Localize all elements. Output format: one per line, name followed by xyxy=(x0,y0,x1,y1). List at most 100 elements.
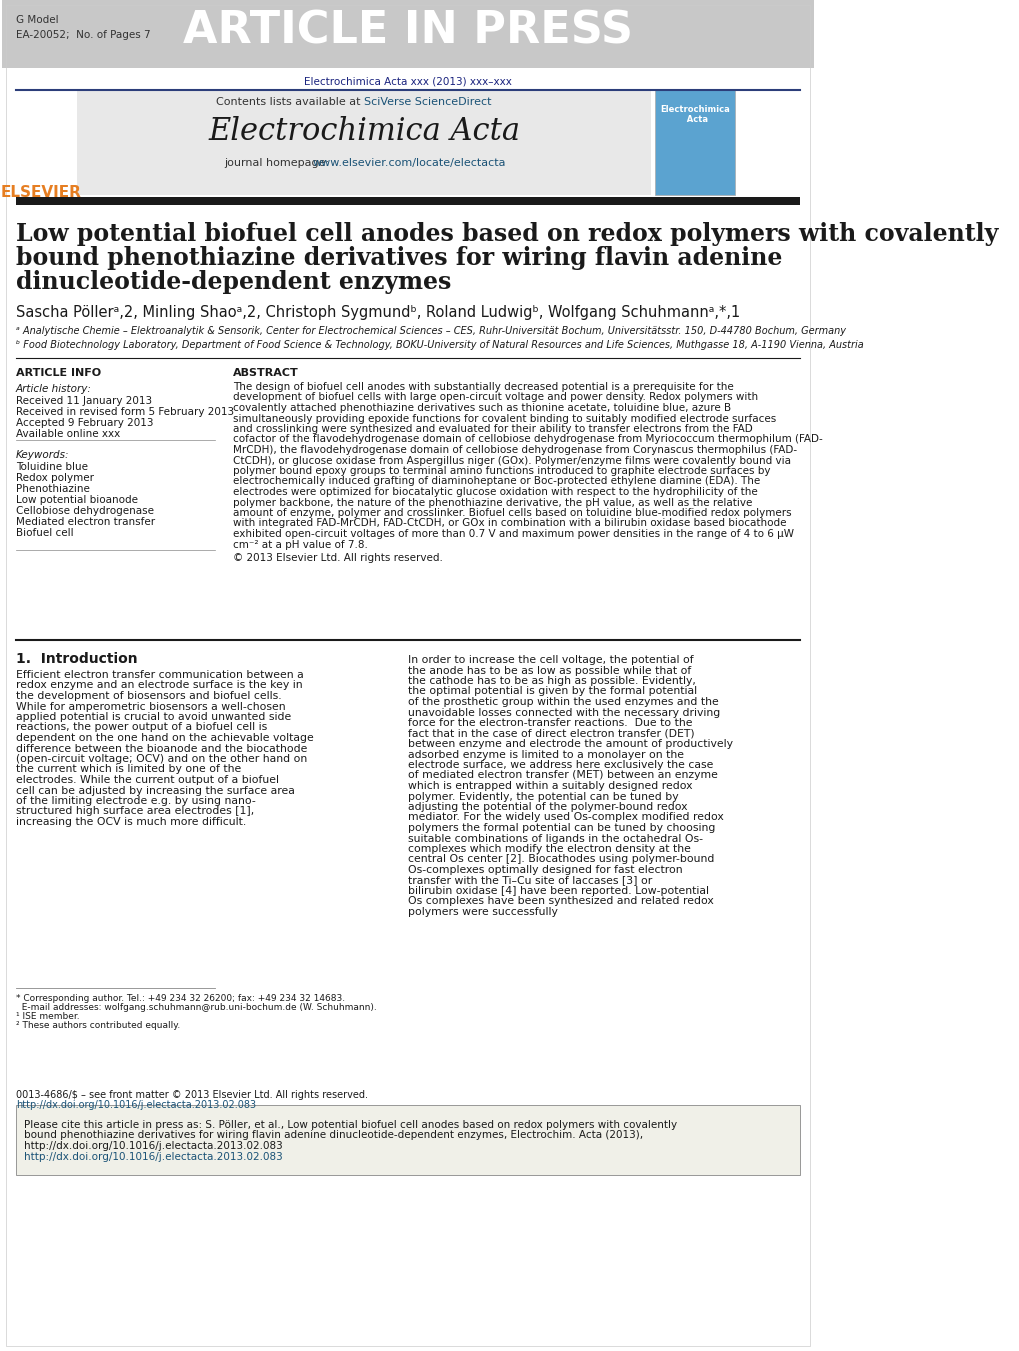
Text: the current which is limited by one of the: the current which is limited by one of t… xyxy=(16,765,242,774)
Text: of the prosthetic group within the used enzymes and the: of the prosthetic group within the used … xyxy=(408,697,718,707)
Text: electrochemically induced grafting of diaminoheptane or Boc-protected ethylene d: electrochemically induced grafting of di… xyxy=(232,477,759,486)
Text: cell can be adjusted by increasing the surface area: cell can be adjusted by increasing the s… xyxy=(16,785,294,796)
Text: MrCDH), the flavodehydrogenase domain of cellobiose dehydrogenase from Corynascu: MrCDH), the flavodehydrogenase domain of… xyxy=(232,444,796,455)
Text: Efficient electron transfer communication between a: Efficient electron transfer communicatio… xyxy=(16,670,304,680)
Text: SciVerse ScienceDirect: SciVerse ScienceDirect xyxy=(364,97,491,107)
Text: the development of biosensors and biofuel cells.: the development of biosensors and biofue… xyxy=(16,690,281,701)
Text: dinucleotide-dependent enzymes: dinucleotide-dependent enzymes xyxy=(16,270,451,295)
Text: force for the electron-transfer reactions.  Due to the: force for the electron-transfer reaction… xyxy=(408,717,692,728)
Text: Os complexes have been synthesized and related redox: Os complexes have been synthesized and r… xyxy=(408,897,713,907)
Text: http://dx.doi.org/10.1016/j.electacta.2013.02.083: http://dx.doi.org/10.1016/j.electacta.20… xyxy=(24,1142,282,1151)
Text: polymer backbone, the nature of the phenothiazine derivative, the pH value, as w: polymer backbone, the nature of the phen… xyxy=(232,497,751,508)
Text: polymer bound epoxy groups to terminal amino functions introduced to graphite el: polymer bound epoxy groups to terminal a… xyxy=(232,466,769,476)
Text: * Corresponding author. Tel.: +49 234 32 26200; fax: +49 234 32 14683.: * Corresponding author. Tel.: +49 234 32… xyxy=(16,994,344,1002)
Text: Article history:: Article history: xyxy=(16,384,92,394)
Text: central Os center [2]. Biocathodes using polymer-bound: central Os center [2]. Biocathodes using… xyxy=(408,854,713,865)
Text: 0013-4686/$ – see front matter © 2013 Elsevier Ltd. All rights reserved.: 0013-4686/$ – see front matter © 2013 El… xyxy=(16,1090,368,1100)
Text: adsorbed enzyme is limited to a monolayer on the: adsorbed enzyme is limited to a monolaye… xyxy=(408,750,684,759)
Text: CtCDH), or glucose oxidase from Aspergillus niger (GOx). Polymer/enzyme films we: CtCDH), or glucose oxidase from Aspergil… xyxy=(232,455,790,466)
Text: polymers the formal potential can be tuned by choosing: polymers the formal potential can be tun… xyxy=(408,823,714,834)
Bar xyxy=(2,0,813,68)
Text: Cellobiose dehydrogenase: Cellobiose dehydrogenase xyxy=(16,507,154,516)
Text: ᵃ Analytische Chemie – Elektroanaly​tik & Sensorik, Center for Electrochemical S: ᵃ Analytische Chemie – Elektroanaly​tik … xyxy=(16,326,845,336)
Text: fact that in the case of direct electron transfer (DET): fact that in the case of direct electron… xyxy=(408,728,694,739)
Text: amount of enzyme, polymer and crosslinker. Biofuel cells based on toluidine blue: amount of enzyme, polymer and crosslinke… xyxy=(232,508,791,517)
Text: reactions, the power output of a biofuel cell is: reactions, the power output of a biofuel… xyxy=(16,723,267,732)
Text: E-mail addresses: wolfgang.schuhmann@rub.uni-bochum.de (W. Schuhmann).: E-mail addresses: wolfgang.schuhmann@rub… xyxy=(16,1002,376,1012)
Bar xyxy=(16,1105,799,1175)
Text: journal homepage:: journal homepage: xyxy=(224,158,333,168)
Text: bound phenothiazine derivatives for wiring flavin adenine dinucleotide-dependent: bound phenothiazine derivatives for wiri… xyxy=(24,1131,643,1140)
Text: and crosslinking were synthesized and evaluated for their ability to transfer el: and crosslinking were synthesized and ev… xyxy=(232,424,752,434)
Text: the cathode has to be as high as possible. Evidently,: the cathode has to be as high as possibl… xyxy=(408,676,695,686)
Text: Available online xxx: Available online xxx xyxy=(16,430,120,439)
Text: cm⁻² at a pH value of 7.8.: cm⁻² at a pH value of 7.8. xyxy=(232,539,367,550)
Text: In order to increase the cell voltage, the potential of: In order to increase the cell voltage, t… xyxy=(408,655,693,665)
Text: G Model: G Model xyxy=(16,15,59,26)
Text: dependent on the one hand on the achievable voltage: dependent on the one hand on the achieva… xyxy=(16,734,314,743)
Text: Accepted 9 February 2013: Accepted 9 February 2013 xyxy=(16,417,154,428)
Text: covalently attached phenothiazine derivatives such as thionine acetate, toluidin: covalently attached phenothiazine deriva… xyxy=(232,403,730,413)
Text: development of biofuel cells with large open-circuit voltage and power density. : development of biofuel cells with large … xyxy=(232,393,757,403)
Text: http://dx.doi.org/10.1016/j.electacta.2013.02.083: http://dx.doi.org/10.1016/j.electacta.20… xyxy=(16,1100,256,1111)
Bar xyxy=(654,91,734,195)
Text: applied potential is crucial to avoid unwanted side: applied potential is crucial to avoid un… xyxy=(16,712,291,721)
Text: Toluidine blue: Toluidine blue xyxy=(16,462,88,471)
Text: transfer with the Ti–Cu site of laccases [3] or: transfer with the Ti–Cu site of laccases… xyxy=(408,875,651,885)
Text: ARTICLE IN PRESS: ARTICLE IN PRESS xyxy=(182,9,633,53)
Text: Electrochimica Acta: Electrochimica Acta xyxy=(208,116,520,147)
Text: ELSEVIER: ELSEVIER xyxy=(1,185,82,200)
Text: electrodes. While the current output of a biofuel: electrodes. While the current output of … xyxy=(16,775,279,785)
Bar xyxy=(16,197,799,205)
Text: 1.  Introduction: 1. Introduction xyxy=(16,653,138,666)
Text: Redox polymer: Redox polymer xyxy=(16,473,94,484)
Text: Sascha Pöllerᵃ,2, Minling Shaoᵃ,2, Christoph Sygmundᵇ, Roland Ludwigᵇ, Wolfgang : Sascha Pöllerᵃ,2, Minling Shaoᵃ,2, Chris… xyxy=(16,305,740,320)
Text: the anode has to be as low as possible while that of: the anode has to be as low as possible w… xyxy=(408,666,691,676)
Text: ARTICLE INFO: ARTICLE INFO xyxy=(16,367,101,378)
Text: electrode surface, we address here exclusively the case: electrode surface, we address here exclu… xyxy=(408,761,712,770)
Text: Received in revised form 5 February 2013: Received in revised form 5 February 2013 xyxy=(16,407,234,417)
Text: (open-circuit voltage; OCV) and on the other hand on: (open-circuit voltage; OCV) and on the o… xyxy=(16,754,307,765)
Text: simultaneously providing epoxide functions for covalent binding to suitably modi: simultaneously providing epoxide functio… xyxy=(232,413,775,423)
Text: suitable combinations of ligands in the octahedral Os-: suitable combinations of ligands in the … xyxy=(408,834,702,843)
Text: redox enzyme and an electrode surface is the key in: redox enzyme and an electrode surface is… xyxy=(16,681,303,690)
Text: between enzyme and electrode the amount of productively: between enzyme and electrode the amount … xyxy=(408,739,733,748)
Text: www.elsevier.com/locate/electacta: www.elsevier.com/locate/electacta xyxy=(312,158,505,168)
Text: complexes which modify the electron density at the: complexes which modify the electron dens… xyxy=(408,844,690,854)
Text: mediator. For the widely used Os-complex modified redox: mediator. For the widely used Os-complex… xyxy=(408,812,722,823)
Text: electrodes were optimized for biocatalytic glucose oxidation with respect to the: electrodes were optimized for biocatalyt… xyxy=(232,486,757,497)
Text: Os-complexes optimally designed for fast electron: Os-complexes optimally designed for fast… xyxy=(408,865,682,875)
Text: of mediated electron transfer (MET) between an enzyme: of mediated electron transfer (MET) betw… xyxy=(408,770,717,781)
Text: with integrated FAD-MrCDH, FAD-CtCDH, or GOx in combination with a bilirubin oxi: with integrated FAD-MrCDH, FAD-CtCDH, or… xyxy=(232,519,786,528)
Text: Biofuel cell: Biofuel cell xyxy=(16,528,73,538)
Text: ᵇ Food Biotechnology Laboratory, Department of Food Science & Technology, BOKU-U: ᵇ Food Biotechnology Laboratory, Departm… xyxy=(16,340,863,350)
Text: Electrochimica Acta xxx (2013) xxx–xxx: Electrochimica Acta xxx (2013) xxx–xxx xyxy=(304,76,512,86)
Text: ¹ ISE member.: ¹ ISE member. xyxy=(16,1012,79,1021)
Text: bilirubin oxidase [4] have been reported. Low-potential: bilirubin oxidase [4] have been reported… xyxy=(408,886,708,896)
Text: http://dx.doi.org/10.1016/j.electacta.2013.02.083: http://dx.doi.org/10.1016/j.electacta.20… xyxy=(24,1152,282,1162)
Text: structured high surface area electrodes [1],: structured high surface area electrodes … xyxy=(16,807,254,816)
Text: Contents lists available at: Contents lists available at xyxy=(216,97,364,107)
Text: Low potential biofuel cell anodes based on redox polymers with covalently: Low potential biofuel cell anodes based … xyxy=(16,222,998,246)
Text: unavoidable losses connected with the necessary driving: unavoidable losses connected with the ne… xyxy=(408,708,719,717)
Text: Electrochimica
  Acta: Electrochimica Acta xyxy=(659,105,729,124)
Text: polymers were successfully: polymers were successfully xyxy=(408,907,557,917)
Text: difference between the bioanode and the biocathode: difference between the bioanode and the … xyxy=(16,743,307,754)
Text: Please cite this article in press as: S. Pöller, et al., Low potential biofuel c: Please cite this article in press as: S.… xyxy=(24,1120,677,1129)
Text: which is entrapped within a suitably designed redox: which is entrapped within a suitably des… xyxy=(408,781,692,790)
Text: exhibited open-circuit voltages of more than 0.7 V and maximum power densities i: exhibited open-circuit voltages of more … xyxy=(232,530,793,539)
Text: of the limiting electrode e.g. by using nano-: of the limiting electrode e.g. by using … xyxy=(16,796,256,807)
Text: the optimal potential is given by the formal potential: the optimal potential is given by the fo… xyxy=(408,686,696,697)
Text: The design of biofuel cell anodes with substantially decreased potential is a pr: The design of biofuel cell anodes with s… xyxy=(232,382,733,392)
Text: Low potential bioanode: Low potential bioanode xyxy=(16,494,138,505)
Text: While for amperometric biosensors a well-chosen: While for amperometric biosensors a well… xyxy=(16,701,285,712)
Text: © 2013 Elsevier Ltd. All rights reserved.: © 2013 Elsevier Ltd. All rights reserved… xyxy=(232,553,442,563)
Text: Mediated electron transfer: Mediated electron transfer xyxy=(16,517,155,527)
Bar xyxy=(77,91,650,195)
Text: ABSTRACT: ABSTRACT xyxy=(232,367,299,378)
Text: EA-20052;  No. of Pages 7: EA-20052; No. of Pages 7 xyxy=(16,30,151,41)
Text: bound phenothiazine derivatives for wiring flavin adenine: bound phenothiazine derivatives for wiri… xyxy=(16,246,782,270)
Text: polymer. Evidently, the potential can be tuned by: polymer. Evidently, the potential can be… xyxy=(408,792,678,801)
Text: Phenothiazine: Phenothiazine xyxy=(16,484,90,494)
Text: cofactor of the flavodehydrogenase domain of cellobiose dehydrogenase from Myrio: cofactor of the flavodehydrogenase domai… xyxy=(232,435,821,444)
